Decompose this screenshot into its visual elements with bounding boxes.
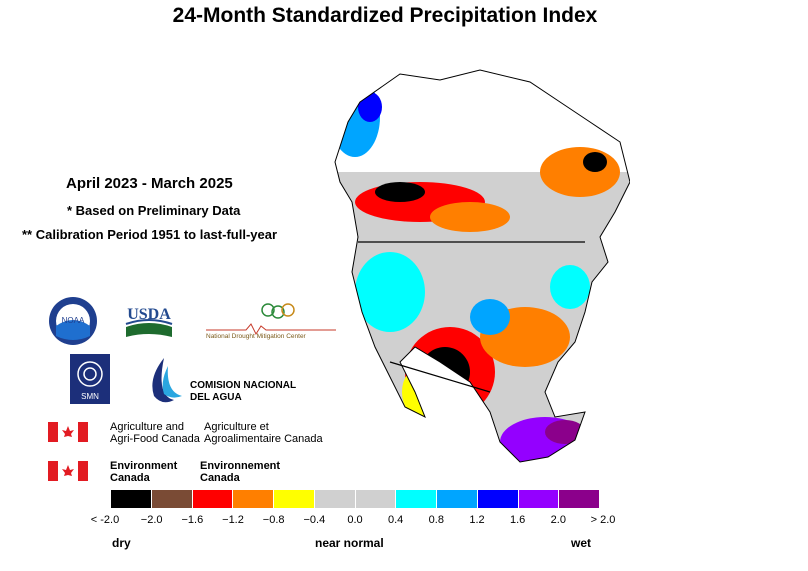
env-en-line2: Canada	[110, 472, 150, 484]
env-fr-line1: Environnement	[200, 460, 281, 472]
ndmc-logo-text: National Drought Mitigation Center	[206, 333, 307, 340]
legend-tick-label: −1.2	[222, 514, 244, 526]
preliminary-note: * Based on Preliminary Data	[67, 203, 241, 218]
conagua-line1: COMISION NACIONAL	[190, 380, 297, 391]
legend-swatch	[395, 490, 436, 508]
legend-swatch	[111, 490, 151, 508]
legend-tick-label: 1.6	[510, 514, 526, 526]
legend-tick-label: < -2.0	[90, 514, 120, 526]
legend-swatch	[232, 490, 273, 508]
legend-tick-label: 2.0	[550, 514, 566, 526]
legend-swatch	[150, 490, 192, 508]
env-en-line1: Environment	[110, 460, 178, 472]
smn-logo: SMN	[70, 354, 110, 404]
noaa-logo: NOAA	[49, 297, 97, 345]
agri-en-text: Agriculture and Agri-Food Canada	[110, 421, 200, 445]
conagua-logo	[152, 358, 182, 403]
spi-map	[334, 69, 630, 463]
canada-flag-icon	[48, 422, 88, 442]
calibration-note: ** Calibration Period 1951 to last-full-…	[22, 227, 278, 242]
legend-swatch	[354, 490, 396, 508]
legend-swatch	[558, 490, 599, 508]
legend-swatch	[436, 490, 477, 508]
legend-swatch	[191, 490, 233, 508]
legend-tick-label: 0.0	[347, 514, 363, 526]
agri-en-line1: Agriculture and	[110, 421, 184, 433]
conagua-name: COMISION NACIONAL DEL AGUA	[190, 380, 296, 404]
period-label: April 2023 - March 2025	[66, 175, 233, 192]
us-mexico-border	[389, 361, 491, 393]
legend-tick-label: −0.8	[262, 514, 285, 526]
canada-flag-icon	[48, 461, 88, 481]
legend-wet-label: wet	[571, 536, 592, 550]
legend-tick-label: −0.4	[303, 514, 326, 526]
env-fr-line2: Canada	[200, 472, 240, 484]
map-title: 24-Month Standardized Precipitation Inde…	[172, 4, 598, 27]
legend-tick-label: 1.2	[469, 514, 485, 526]
legend-color-bar	[111, 490, 599, 508]
legend-swatch	[313, 490, 355, 508]
env-en-text: Environment Canada	[110, 460, 177, 484]
env-fr-text: Environnement Canada	[200, 460, 280, 484]
legend-swatch	[517, 490, 559, 508]
agri-en-line2: Agri-Food Canada	[110, 433, 200, 445]
smn-logo-text: SMN	[81, 392, 99, 401]
legend-tick-label: −2.0	[140, 514, 163, 526]
usda-logo: USDA	[125, 306, 173, 337]
legend-swatch	[476, 490, 518, 508]
legend-tick-label: 0.8	[428, 514, 444, 526]
legend-tick-label: 0.4	[388, 514, 404, 526]
usda-logo-text: USDA	[127, 306, 171, 323]
agri-fr-line1: Agriculture et	[204, 421, 269, 433]
spi-color-field	[335, 70, 630, 462]
conagua-line2: DEL AGUA	[190, 392, 242, 403]
agri-fr-line2: Agroalimentaire Canada	[204, 433, 323, 445]
legend-dry-label: dry	[112, 536, 131, 550]
noaa-logo-text: NOAA	[62, 316, 85, 325]
legend-near-normal-label: near normal	[315, 536, 384, 550]
legend-tick-label: > 2.0	[590, 514, 616, 526]
legend-swatch	[273, 490, 314, 508]
legend-tick-label: −1.6	[181, 514, 204, 526]
agri-fr-text: Agriculture et Agroalimentaire Canada	[204, 421, 323, 445]
ndmc-logo: National Drought Mitigation Center	[206, 303, 336, 340]
